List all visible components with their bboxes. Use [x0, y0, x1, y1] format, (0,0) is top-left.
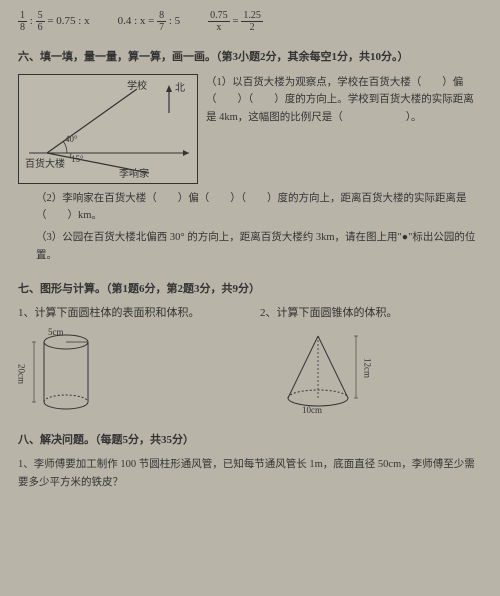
- question-8-1-text: 1、李师傅要加工制作 100 节圆柱形通风管，已知每节通风管长 1m，底面直径 …: [18, 456, 482, 492]
- cylinder-height: 20cm: [14, 364, 28, 384]
- cylinder-radius: 5cm: [48, 326, 64, 340]
- equation-2: 0.4 : x = 87 : 5: [118, 10, 181, 33]
- frac-num: 0.75: [208, 10, 230, 22]
- label-store: 百货大楼: [25, 157, 65, 172]
- question-6-2-text: （2）李响家在百货大楼（ ）偏（ ）（ ）度的方向上，距离百货大楼的实际距离是（…: [36, 190, 482, 226]
- frac-den: 7: [157, 22, 166, 33]
- eq-text: : 5: [169, 15, 180, 27]
- question-7-2: 2、计算下面圆锥体的体积。 10cm 12cm: [260, 305, 482, 416]
- cone-diameter: 10cm: [302, 404, 322, 418]
- frac-den: x: [208, 22, 230, 33]
- frac-num: 8: [157, 10, 166, 22]
- label-li: 李响家: [119, 167, 149, 182]
- eq-text: = 0.75 : x: [47, 15, 89, 27]
- section-7-row: 1、计算下面圆柱体的表面积和体积。 5cm 20cm 2、计算下面圆锥体的体积。: [18, 305, 482, 416]
- frac-den: 8: [18, 22, 27, 33]
- frac-num: 1: [18, 10, 27, 22]
- angle-15: 15°: [71, 153, 84, 167]
- cone-figure: 10cm 12cm: [260, 326, 482, 416]
- cylinder-figure: 5cm 20cm: [18, 326, 240, 416]
- label-north: 北: [175, 81, 185, 96]
- frac-num: 1.25: [241, 10, 263, 22]
- eq-text: =: [232, 15, 241, 27]
- frac-den: 2: [241, 22, 263, 33]
- question-6-1-text: （1）以百货大楼为观察点，学校在百货大楼（ ）偏（ ）（ ）度的方向上。学校到百…: [206, 74, 482, 184]
- equations-row: 18 : 56 = 0.75 : x 0.4 : x = 87 : 5 0.75…: [18, 10, 482, 33]
- frac-num: 5: [36, 10, 45, 22]
- label-school: 学校: [127, 79, 147, 94]
- equation-1: 18 : 56 = 0.75 : x: [18, 10, 90, 33]
- eq-text: 0.4 : x =: [118, 15, 158, 27]
- cone-height: 12cm: [360, 358, 374, 378]
- q7-1-text: 1、计算下面圆柱体的表面积和体积。: [18, 305, 240, 322]
- q7-2-text: 2、计算下面圆锥体的体积。: [260, 305, 482, 322]
- question-6-3-text: （3）公园在百货大楼北偏西 30° 的方向上，距离百货大楼约 3km，请在图上用…: [36, 229, 482, 265]
- angle-40: 40°: [65, 133, 78, 147]
- frac-den: 6: [36, 22, 45, 33]
- question-6-1-block: 学校 北 百货大楼 李响家 40° 15° （1）以百货大楼为观察点，学校在百货…: [18, 74, 482, 184]
- section-8-title: 八、解决问题。（每题5分，共35分）: [18, 432, 482, 449]
- equation-3: 0.75x = 1.252: [208, 10, 263, 33]
- direction-diagram: 学校 北 百货大楼 李响家 40° 15°: [18, 74, 198, 184]
- section-7-title: 七、图形与计算。（第1题6分，第2题3分，共9分）: [18, 281, 482, 298]
- section-6-title: 六、填一填，量一量，算一算，画一画。（第3小题2分，其余每空1分，共10分。）: [18, 49, 482, 66]
- question-7-1: 1、计算下面圆柱体的表面积和体积。 5cm 20cm: [18, 305, 240, 416]
